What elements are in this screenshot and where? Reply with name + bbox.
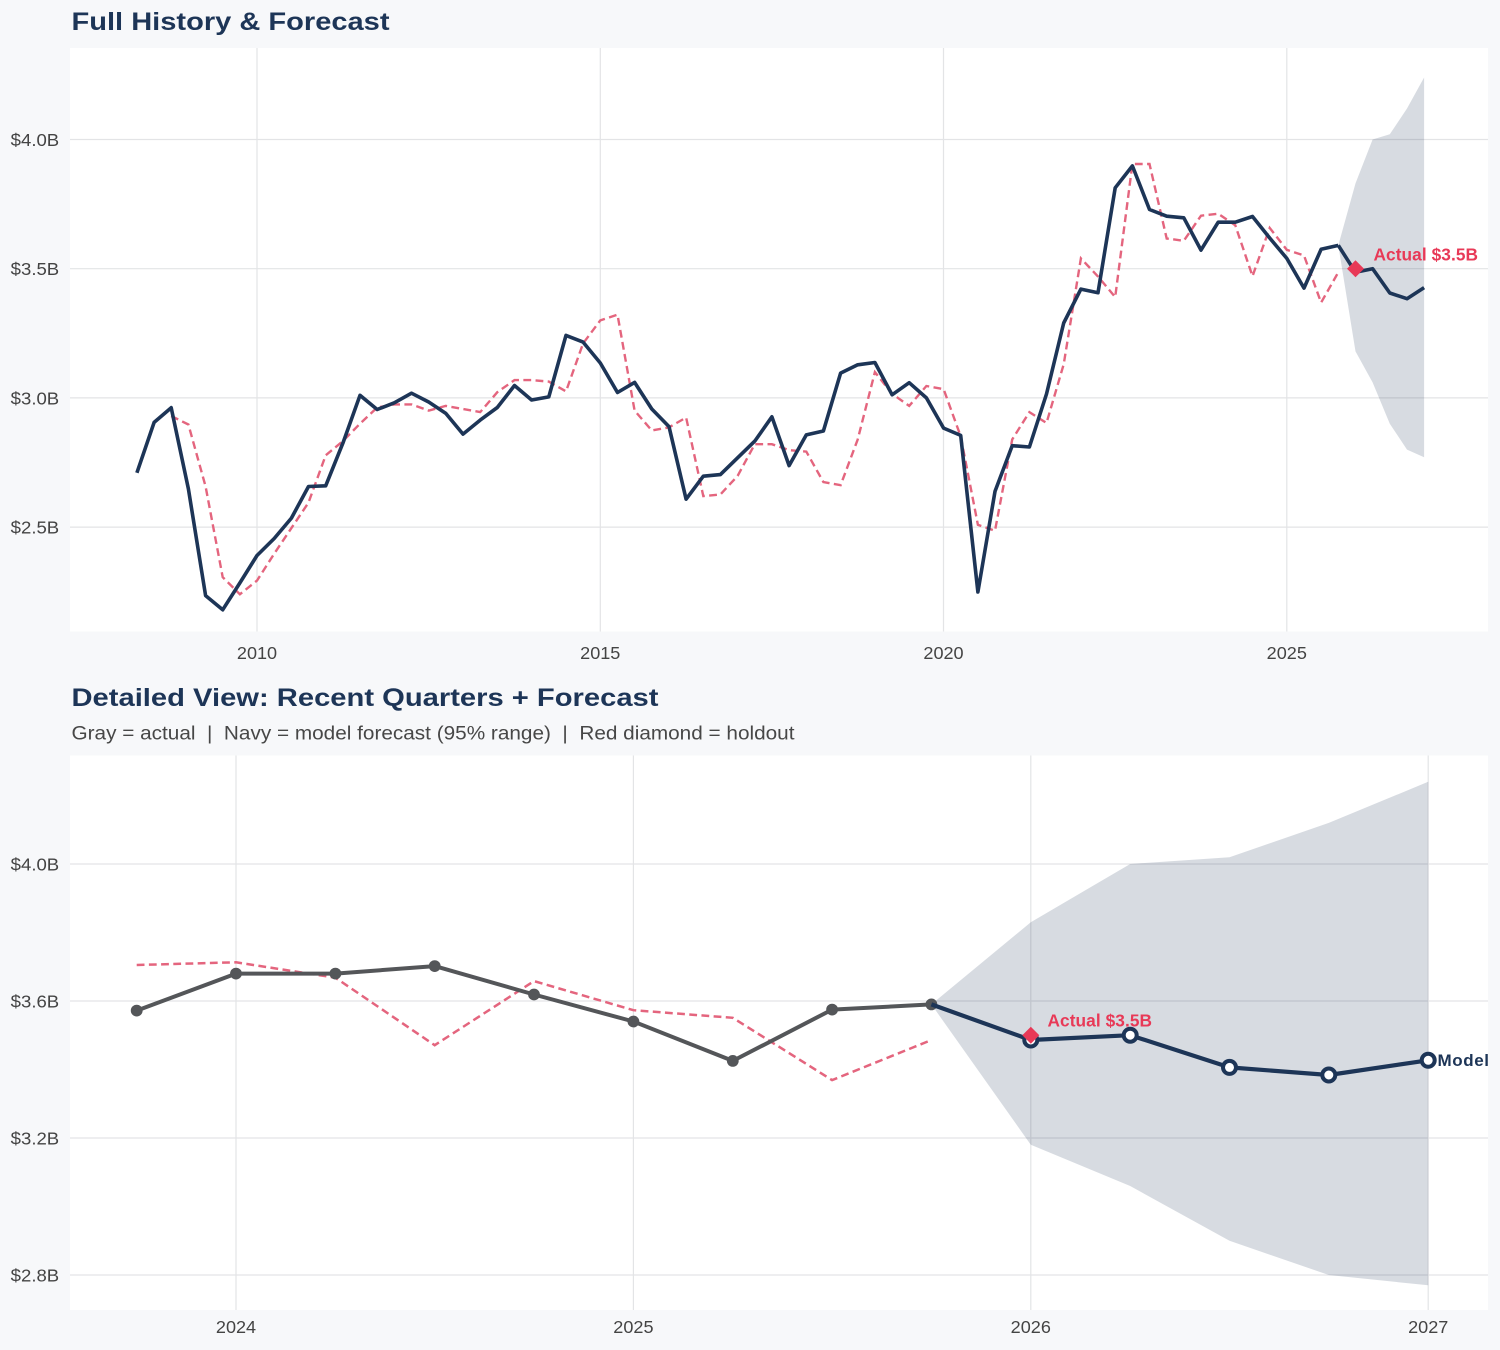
svg-text:2026: 2026	[1011, 1317, 1051, 1337]
svg-text:$2.5B: $2.5B	[11, 518, 59, 538]
svg-text:$4.0B: $4.0B	[11, 130, 59, 150]
svg-text:Actual $3.5B: Actual $3.5B	[1374, 244, 1479, 264]
svg-text:2015: 2015	[580, 643, 620, 663]
svg-text:$3.2B: $3.2B	[11, 1128, 59, 1148]
svg-text:Gray = actual | Navy = model: Gray = actual | Navy = model forecast (9…	[72, 724, 796, 745]
svg-text:Full History & Forecast: Full History & Forecast	[72, 8, 391, 36]
svg-text:$4.0B: $4.0B	[11, 854, 59, 874]
svg-text:2025: 2025	[1267, 643, 1307, 663]
svg-text:2020: 2020	[923, 643, 963, 663]
svg-text:$2.8B: $2.8B	[11, 1265, 59, 1285]
svg-text:2025: 2025	[613, 1317, 653, 1337]
svg-text:Detailed View: Recent Quarters: Detailed View: Recent Quarters + Forecas…	[72, 684, 660, 712]
svg-text:2010: 2010	[237, 643, 277, 663]
svg-text:$3.5B: $3.5B	[11, 259, 59, 279]
svg-text:2027: 2027	[1408, 1317, 1448, 1337]
svg-text:2024: 2024	[216, 1317, 256, 1337]
svg-text:$3.0B: $3.0B	[11, 388, 59, 408]
svg-text:Model: Model	[1438, 1051, 1490, 1070]
svg-text:$3.6B: $3.6B	[11, 991, 59, 1011]
svg-text:Actual $3.5B: Actual $3.5B	[1048, 1011, 1153, 1031]
